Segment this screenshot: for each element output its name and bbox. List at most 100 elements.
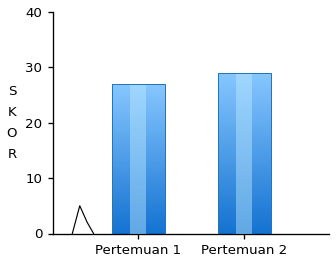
Bar: [130, 131, 146, 133]
Bar: [237, 213, 252, 215]
Bar: [112, 202, 165, 204]
Bar: [112, 136, 165, 138]
Bar: [112, 91, 165, 93]
Bar: [112, 140, 165, 142]
Bar: [130, 232, 146, 233]
Bar: [130, 174, 146, 176]
Bar: [237, 189, 252, 191]
Bar: [130, 211, 146, 213]
Bar: [112, 228, 165, 230]
Bar: [237, 193, 252, 195]
Bar: [218, 141, 271, 143]
Bar: [237, 149, 252, 151]
Bar: [112, 116, 165, 117]
Bar: [112, 215, 165, 217]
Bar: [237, 171, 252, 173]
Bar: [112, 174, 165, 176]
Bar: [218, 87, 271, 89]
Bar: [130, 213, 146, 215]
Bar: [112, 89, 165, 91]
Bar: [237, 207, 252, 209]
Bar: [112, 209, 165, 211]
Bar: [112, 112, 165, 114]
Bar: [130, 129, 146, 131]
Bar: [218, 191, 271, 193]
Bar: [130, 114, 146, 116]
Bar: [130, 217, 146, 219]
Bar: [218, 79, 271, 81]
Bar: [237, 91, 252, 93]
Bar: [112, 161, 165, 162]
Bar: [130, 151, 146, 153]
Bar: [218, 137, 271, 139]
Bar: [218, 153, 271, 155]
Bar: [218, 175, 271, 177]
Bar: [237, 223, 252, 225]
Bar: [112, 138, 165, 140]
Bar: [218, 117, 271, 119]
Bar: [130, 202, 146, 204]
Bar: [112, 198, 165, 200]
Bar: [130, 99, 146, 101]
Bar: [237, 201, 252, 203]
Bar: [218, 95, 271, 97]
Bar: [130, 89, 146, 91]
Bar: [218, 91, 271, 93]
Bar: [112, 84, 165, 86]
Bar: [130, 230, 146, 232]
Bar: [112, 172, 165, 174]
Bar: [237, 101, 252, 103]
Bar: [237, 232, 252, 233]
Bar: [218, 173, 271, 175]
Bar: [218, 83, 271, 85]
Bar: [130, 142, 146, 144]
Bar: [130, 138, 146, 140]
Bar: [237, 129, 252, 131]
Bar: [237, 187, 252, 189]
Bar: [218, 121, 271, 123]
Bar: [112, 192, 165, 194]
Bar: [130, 101, 146, 102]
Bar: [130, 220, 146, 222]
Bar: [130, 215, 146, 217]
Bar: [130, 190, 146, 192]
Bar: [130, 133, 146, 134]
Bar: [112, 196, 165, 198]
Bar: [218, 103, 271, 105]
Bar: [218, 111, 271, 113]
Bar: [112, 133, 165, 134]
Bar: [218, 177, 271, 179]
Bar: [218, 161, 271, 163]
Bar: [237, 165, 252, 167]
Bar: [112, 205, 165, 207]
Bar: [218, 183, 271, 185]
Bar: [112, 207, 165, 209]
Bar: [218, 135, 271, 137]
Bar: [130, 204, 146, 205]
Bar: [237, 121, 252, 123]
Bar: [112, 181, 165, 183]
Bar: [218, 85, 271, 87]
Bar: [218, 77, 271, 79]
Bar: [112, 200, 165, 202]
Bar: [237, 199, 252, 201]
Bar: [218, 159, 271, 161]
Bar: [112, 153, 165, 155]
Bar: [218, 181, 271, 183]
Bar: [237, 161, 252, 163]
Bar: [112, 125, 165, 127]
Bar: [130, 166, 146, 168]
Bar: [112, 110, 165, 112]
Bar: [237, 87, 252, 89]
Bar: [112, 95, 165, 97]
Bar: [112, 157, 165, 159]
Bar: [130, 179, 146, 181]
Bar: [237, 163, 252, 165]
Bar: [237, 157, 252, 159]
Bar: [112, 166, 165, 168]
Bar: [218, 203, 271, 205]
Bar: [237, 81, 252, 83]
Bar: [130, 183, 146, 185]
Bar: [237, 179, 252, 181]
Bar: [237, 205, 252, 207]
